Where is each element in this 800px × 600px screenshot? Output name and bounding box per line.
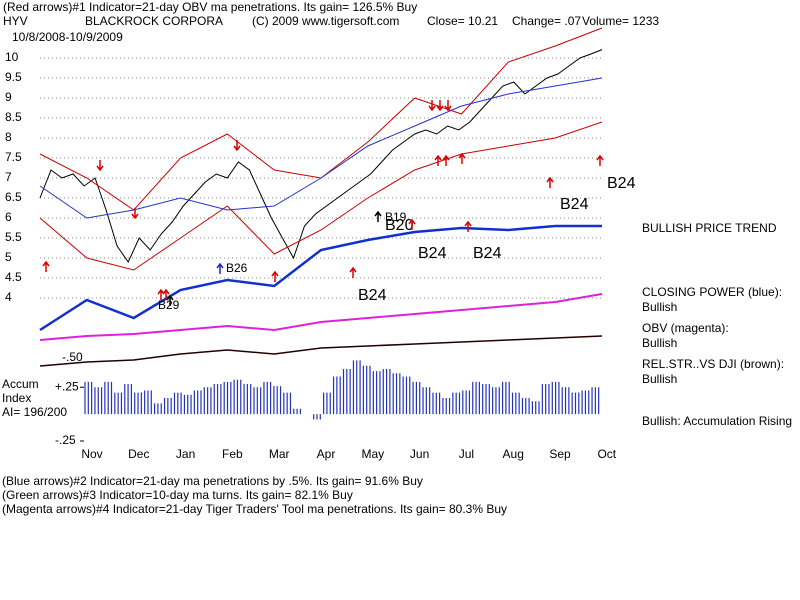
- y-tick-label: -.25: [55, 433, 76, 447]
- header-text: Change= .07: [512, 14, 581, 28]
- arrow: [42, 260, 50, 272]
- header-text: HYV: [3, 14, 28, 28]
- x-tick-label: Jul: [459, 447, 474, 461]
- arrow: [596, 154, 604, 166]
- x-tick-label: Feb: [222, 447, 243, 461]
- x-tick-label: Aug: [503, 447, 524, 461]
- x-tick-label: Jun: [410, 447, 429, 461]
- arrow: [428, 100, 436, 112]
- arrow: [464, 220, 472, 232]
- arrow: [166, 294, 174, 306]
- side-note: Bullish: [642, 372, 677, 386]
- y-tick-label: 9: [5, 90, 12, 104]
- panel-label: Index: [2, 391, 31, 405]
- annotation: B29: [158, 298, 180, 312]
- side-note: REL.STR..VS DJI (brown):: [642, 357, 784, 371]
- arrow: [271, 270, 279, 282]
- header-text: Volume= 1233: [582, 14, 659, 28]
- y-tick-label: 6.5: [5, 190, 22, 204]
- arrow: [434, 154, 442, 166]
- series-line: [39, 293, 603, 341]
- arrow: [408, 218, 416, 230]
- panel-label: -.50: [62, 350, 83, 364]
- series-line: [39, 49, 603, 264]
- header-text: 10/8/2008-10/9/2009: [12, 30, 123, 44]
- arrow: [546, 176, 554, 188]
- side-note: OBV (magenta):: [642, 321, 729, 335]
- y-tick-label: 4: [5, 290, 12, 304]
- annotation: B24: [358, 287, 387, 304]
- y-tick-label: 5.5: [5, 230, 22, 244]
- panel-label: AI= 196/200: [2, 405, 67, 419]
- y-tick-label: 7: [5, 170, 12, 184]
- arrow: [349, 266, 357, 278]
- y-tick-label: 9.5: [5, 70, 22, 84]
- y-tick-label: 7.5: [5, 150, 22, 164]
- annotation: B24: [473, 245, 502, 262]
- header-text: BLACKROCK CORPORA: [85, 14, 223, 28]
- arrow: [442, 154, 450, 166]
- annotation: B26: [226, 261, 248, 275]
- arrow: [374, 210, 382, 222]
- y-tick-label: 6: [5, 210, 12, 224]
- side-note: Bullish: [642, 300, 677, 314]
- footer-text: (Green arrows)#3 Indicator=10-day ma tur…: [2, 488, 353, 502]
- footer-text: (Blue arrows)#2 Indicator=21-day ma pene…: [2, 474, 423, 488]
- series-line: [39, 121, 603, 271]
- annotation: B24: [560, 196, 589, 213]
- header-text: Close= 10.21: [427, 14, 498, 28]
- x-tick-label: Nov: [81, 447, 102, 461]
- x-tick-label: Dec: [128, 447, 149, 461]
- y-tick-label: 5: [5, 250, 12, 264]
- annotation: B19: [385, 210, 407, 224]
- arrow: [233, 140, 241, 152]
- header-text: (Red arrows)#1 Indicator=21-day OBV ma p…: [3, 0, 417, 14]
- annotation: B24: [418, 245, 447, 262]
- x-tick-label: Apr: [317, 447, 336, 461]
- y-tick-label: 4.5: [5, 270, 22, 284]
- arrow: [216, 262, 224, 274]
- series-line: [39, 335, 603, 367]
- arrow: [458, 152, 466, 164]
- side-note: Bullish: [642, 336, 677, 350]
- side-note: BULLISH PRICE TREND: [642, 221, 777, 235]
- x-tick-label: Mar: [269, 447, 290, 461]
- y-tick-label: 10: [5, 50, 19, 64]
- side-note: Bullish: Accumulation Rising: [642, 414, 792, 428]
- series-line: [39, 27, 603, 211]
- annotation: B24: [607, 175, 636, 192]
- arrow: [436, 100, 444, 112]
- arrow: [157, 288, 165, 300]
- arrow: [131, 208, 139, 220]
- side-note: CLOSING POWER (blue):: [642, 285, 782, 299]
- x-tick-label: Sep: [549, 447, 571, 461]
- y-tick-label: +.25: [55, 379, 79, 393]
- series-line: [39, 224, 602, 332]
- footer-text: (Magenta arrows)#4 Indicator=21-day Tige…: [2, 502, 507, 516]
- annotation: B20: [385, 217, 414, 234]
- x-tick-label: Oct: [597, 447, 616, 461]
- y-tick-label: 8: [5, 130, 12, 144]
- arrow: [96, 160, 104, 172]
- x-tick-label: May: [361, 447, 384, 461]
- arrow: [162, 288, 170, 300]
- arrow: [444, 100, 452, 112]
- series-line: [39, 77, 603, 219]
- x-tick-label: Jan: [176, 447, 195, 461]
- panel-label: Accum: [2, 377, 39, 391]
- header-text: (C) 2009 www.tigersoft.com: [252, 14, 399, 28]
- y-tick-label: 8.5: [5, 110, 22, 124]
